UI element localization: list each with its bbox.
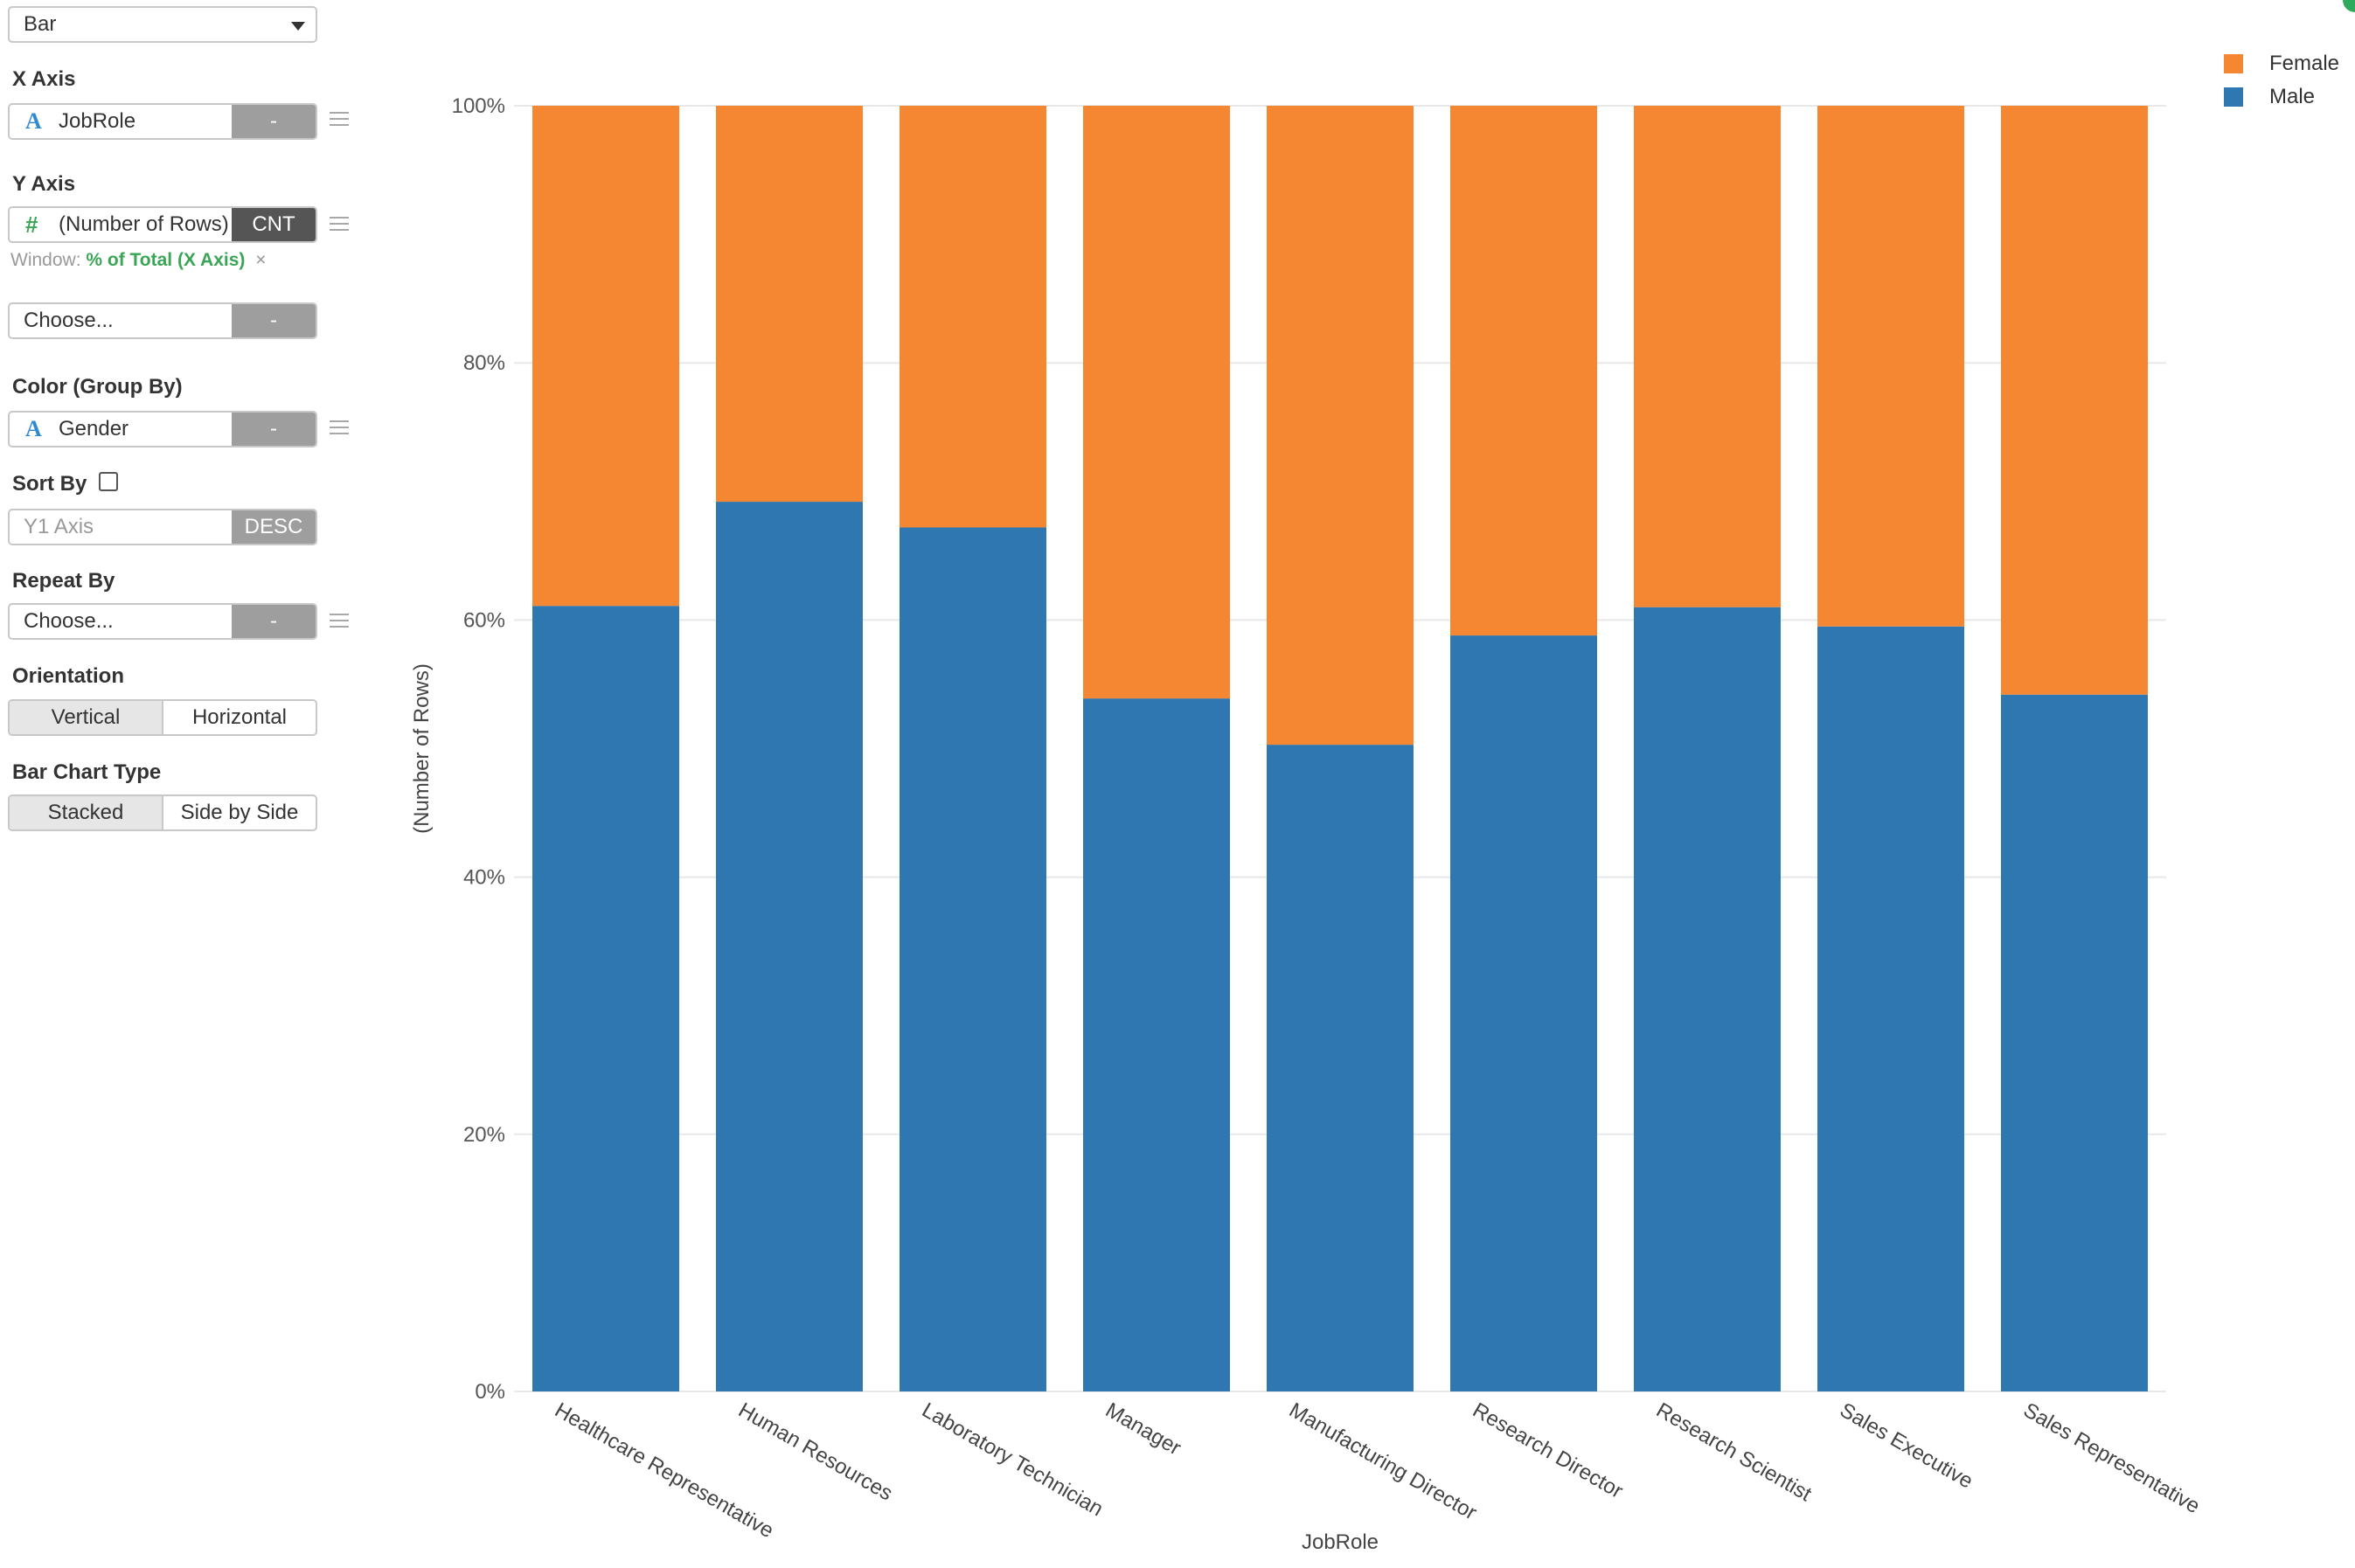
sort-field[interactable]: Y1 Axis DESC (8, 509, 317, 545)
y-tick-label: 20% (463, 1123, 505, 1147)
bar-male (716, 502, 863, 1391)
color-menu-icon[interactable] (330, 420, 349, 434)
y-axis-label: Y Axis (12, 172, 76, 196)
bar-female (1083, 106, 1230, 699)
settings-panel: Bar X Axis A JobRole - Y Axis # (Number … (0, 0, 367, 1568)
orientation-label: Orientation (12, 664, 125, 688)
color-agg-button[interactable]: - (232, 413, 316, 446)
bar-female (2001, 106, 2148, 695)
window-label: Window: (10, 250, 81, 270)
orientation-vertical-option[interactable]: Vertical (10, 701, 162, 734)
orientation-toggle: Vertical Horizontal (8, 699, 317, 736)
number-type-icon: # (25, 212, 38, 238)
y-axis-agg-button[interactable]: CNT (232, 208, 316, 241)
repeat-by-field-name: Choose... (24, 609, 114, 633)
bar-chart-type-toggle: Stacked Side by Side (8, 794, 317, 831)
orientation-horizontal-option[interactable]: Horizontal (162, 701, 316, 734)
y-tick-label: 0% (475, 1380, 505, 1404)
color-field[interactable]: A Gender - (8, 411, 317, 448)
chart-type-select[interactable]: Bar (8, 6, 317, 43)
color-field-name: Gender (59, 417, 129, 441)
bar-female (1634, 106, 1781, 607)
y-tick-label: 60% (463, 608, 505, 632)
y-tick-label: 100% (452, 94, 505, 118)
repeat-by-menu-icon[interactable] (330, 614, 349, 628)
y2-axis-agg-button[interactable]: - (232, 304, 316, 337)
color-label: Color (Group By) (12, 375, 183, 399)
x-axis-agg-button[interactable]: - (232, 105, 316, 138)
bar-female (900, 106, 1046, 528)
sort-field-placeholder: Y1 Axis (24, 515, 94, 538)
bar-male (1634, 607, 1781, 1391)
y-tick-label: 80% (463, 351, 505, 375)
bar-female (532, 106, 679, 607)
window-value[interactable]: % of Total (X Axis) (86, 250, 246, 270)
x-axis-title: JobRole (1302, 1530, 1379, 1554)
repeat-by-label: Repeat By (12, 569, 115, 593)
x-tick-label: Laboratory Technician (918, 1398, 1107, 1522)
legend-label-male: Male (2269, 85, 2316, 108)
string-type-icon: A (25, 108, 42, 134)
bar-type-stacked-option[interactable]: Stacked (10, 796, 162, 829)
x-tick-label: Research Director (1469, 1398, 1627, 1503)
bar-male (900, 527, 1046, 1391)
bar-female (716, 106, 863, 503)
chart-type-value: Bar (24, 12, 57, 36)
x-tick-label: Human Resources (734, 1398, 897, 1506)
y-axis-field-name: (Number of Rows) (59, 212, 229, 236)
y-axis-menu-icon[interactable] (330, 217, 349, 231)
x-tick-label: Sales Representative (2019, 1398, 2204, 1518)
legend-swatch-male (2224, 87, 2243, 107)
sort-order-button[interactable]: DESC (232, 510, 316, 544)
x-axis-field[interactable]: A JobRole - (8, 103, 317, 140)
bar-male (532, 606, 679, 1391)
repeat-by-field[interactable]: Choose... - (8, 603, 317, 640)
x-tick-label: Manufacturing Director (1285, 1398, 1481, 1525)
bar-male (1817, 626, 1964, 1391)
bar-chart: 0%20%40%60%80%100%Healthcare Representat… (410, 94, 2204, 1554)
chevron-down-icon (291, 22, 305, 31)
bar-female (1450, 106, 1597, 636)
bar-male (1267, 745, 1414, 1391)
x-tick-label: Research Scientist (1652, 1398, 1816, 1507)
y2-axis-field-name: Choose... (24, 309, 114, 332)
bar-male (1450, 635, 1597, 1391)
bar-male (1083, 698, 1230, 1391)
string-type-icon: A (25, 416, 42, 441)
bar-type-side-by-side-option[interactable]: Side by Side (162, 796, 316, 829)
y-tick-label: 40% (463, 866, 505, 890)
sort-by-checkbox[interactable] (99, 472, 118, 491)
legend-label-female: Female (2269, 52, 2340, 75)
bar-male (2001, 694, 2148, 1391)
window-calculation: Window: % of Total (X Axis) × (10, 250, 267, 271)
bar-female (1817, 106, 1964, 627)
x-axis-field-name: JobRole (59, 109, 136, 133)
window-remove-icon[interactable]: × (255, 250, 267, 270)
bar-female (1267, 106, 1414, 746)
y-axis-title: (Number of Rows) (410, 663, 434, 834)
x-tick-label: Manager (1101, 1398, 1185, 1460)
x-tick-label: Sales Executive (1836, 1398, 1976, 1494)
y-axis-field[interactable]: # (Number of Rows) CNT (8, 206, 317, 243)
status-indicator (2343, 0, 2355, 12)
sort-by-label: Sort By (12, 472, 87, 496)
repeat-by-button[interactable]: - (232, 605, 316, 638)
x-axis-label: X Axis (12, 67, 76, 91)
x-axis-menu-icon[interactable] (330, 112, 349, 126)
y2-axis-field[interactable]: Choose... - (8, 302, 317, 339)
legend-swatch-female (2224, 54, 2243, 73)
bar-chart-type-label: Bar Chart Type (12, 760, 162, 784)
